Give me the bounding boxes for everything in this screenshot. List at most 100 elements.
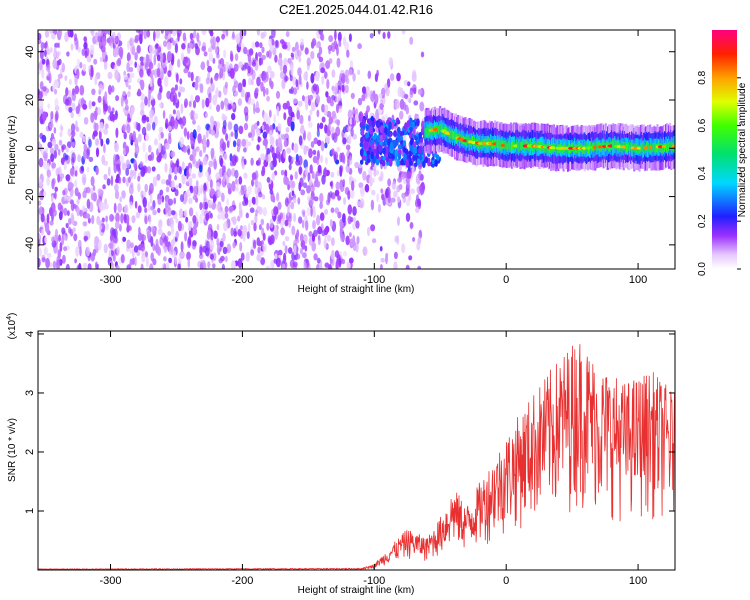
heatmap-cell bbox=[148, 144, 152, 153]
heatmap-cell bbox=[39, 59, 43, 71]
heatmap-cell bbox=[166, 50, 172, 62]
heatmap-cell bbox=[53, 127, 57, 134]
heatmap-cell bbox=[321, 103, 326, 113]
heatmap-cell bbox=[316, 156, 320, 166]
heatmap-cell bbox=[318, 30, 324, 35]
heatmap-cell bbox=[257, 157, 261, 166]
heatmap-cell bbox=[108, 166, 111, 177]
heatmap-cell bbox=[180, 52, 184, 62]
heatmap-cell bbox=[232, 241, 236, 249]
heatmap-cell bbox=[183, 191, 188, 203]
heatmap-cell bbox=[134, 51, 138, 61]
heatmap-cell bbox=[262, 140, 266, 146]
heatmap-cell bbox=[54, 143, 59, 151]
bottom-y-ticks: 1 2 3 4 bbox=[24, 331, 675, 514]
heatmap-cell bbox=[238, 208, 244, 219]
heatmap-cell bbox=[61, 227, 66, 235]
heatmap-cell bbox=[382, 32, 386, 39]
heatmap-cell bbox=[266, 95, 270, 102]
heatmap-cell bbox=[292, 261, 298, 268]
heatmap-cell bbox=[254, 87, 259, 93]
heatmap-cell bbox=[177, 263, 181, 269]
heatmap-cell bbox=[155, 243, 160, 254]
heatmap-cell bbox=[269, 189, 274, 195]
heatmap-cell bbox=[147, 154, 153, 161]
heatmap-cell bbox=[46, 169, 51, 178]
heatmap-cell bbox=[248, 59, 252, 68]
heatmap-cell bbox=[120, 96, 124, 107]
heatmap-cell bbox=[360, 128, 365, 137]
heatmap-cell bbox=[90, 66, 94, 78]
heatmap-cell bbox=[354, 113, 360, 122]
heatmap-cell bbox=[237, 82, 243, 93]
heatmap-cell bbox=[210, 147, 215, 158]
heatmap-cell bbox=[80, 165, 84, 172]
heatmap-cell bbox=[310, 184, 315, 194]
heatmap-cell bbox=[259, 42, 263, 49]
heatmap-cell bbox=[409, 133, 413, 139]
heatmap-cell bbox=[382, 156, 387, 161]
heatmap-cell bbox=[252, 199, 256, 205]
heatmap-cell bbox=[179, 78, 183, 85]
heatmap-cell bbox=[219, 67, 224, 79]
heatmap-cell bbox=[132, 130, 136, 141]
heatmap-cell bbox=[147, 166, 152, 174]
heatmap-cell bbox=[190, 185, 194, 194]
heatmap-cell bbox=[137, 183, 141, 193]
heatmap-cell bbox=[59, 131, 63, 138]
heatmap-cell bbox=[290, 120, 295, 132]
heatmap-cell bbox=[291, 180, 296, 189]
heatmap-cell bbox=[116, 163, 121, 172]
heatmap-cell bbox=[343, 197, 347, 205]
heatmap-cell bbox=[64, 75, 68, 81]
heatmap-cell bbox=[97, 188, 103, 195]
heatmap-cell bbox=[63, 235, 67, 241]
heatmap-cell bbox=[381, 160, 386, 167]
heatmap-cell bbox=[206, 138, 210, 148]
heatmap-cell bbox=[223, 221, 228, 232]
heatmap-cell bbox=[57, 202, 62, 211]
heatmap-cell bbox=[149, 44, 154, 54]
spectrogram-frame bbox=[37, 29, 676, 270]
heatmap-cell bbox=[334, 207, 339, 214]
heatmap-cell bbox=[236, 145, 240, 153]
heatmap-cell bbox=[158, 219, 163, 229]
bottom-x-axis-label: Height of straight line (km) bbox=[298, 585, 415, 596]
heatmap-cell bbox=[359, 159, 364, 165]
heatmap-cell bbox=[95, 138, 100, 146]
heatmap-cell bbox=[404, 191, 409, 197]
heatmap-cell bbox=[74, 187, 79, 197]
heatmap-cell bbox=[111, 262, 115, 269]
heatmap-cell bbox=[207, 261, 211, 269]
heatmap-cell bbox=[377, 203, 382, 213]
heatmap-cell bbox=[250, 249, 255, 256]
heatmap-cell bbox=[190, 137, 196, 147]
heatmap-cell bbox=[335, 260, 339, 269]
heatmap-cell bbox=[82, 103, 88, 110]
heatmap-cell bbox=[334, 189, 340, 197]
heatmap-cell bbox=[66, 51, 70, 57]
heatmap-cell bbox=[74, 179, 78, 188]
heatmap-cell bbox=[352, 206, 357, 216]
heatmap-cell bbox=[209, 253, 214, 260]
heatmap-cell bbox=[130, 242, 134, 249]
colorbar-tick-label: 0.4 bbox=[697, 166, 708, 180]
heatmap-cell bbox=[64, 98, 70, 106]
heatmap-cell bbox=[50, 194, 54, 203]
heatmap-cell bbox=[138, 133, 142, 143]
heatmap-cell bbox=[209, 30, 214, 37]
heatmap-cell bbox=[333, 132, 337, 139]
heatmap-cell bbox=[134, 200, 138, 209]
heatmap-cell bbox=[224, 152, 227, 161]
heatmap-cell bbox=[326, 129, 331, 137]
heatmap-cell bbox=[669, 140, 672, 150]
heatmap-cell bbox=[369, 169, 373, 178]
heatmap-cell bbox=[351, 180, 355, 191]
heatmap-cell bbox=[150, 205, 155, 211]
heatmap-cell bbox=[297, 197, 301, 205]
heatmap-cell bbox=[349, 60, 354, 68]
heatmap-cell bbox=[308, 149, 313, 158]
snr-frame bbox=[37, 330, 676, 571]
heatmap-cell bbox=[226, 198, 229, 206]
heatmap-cell bbox=[271, 30, 276, 39]
